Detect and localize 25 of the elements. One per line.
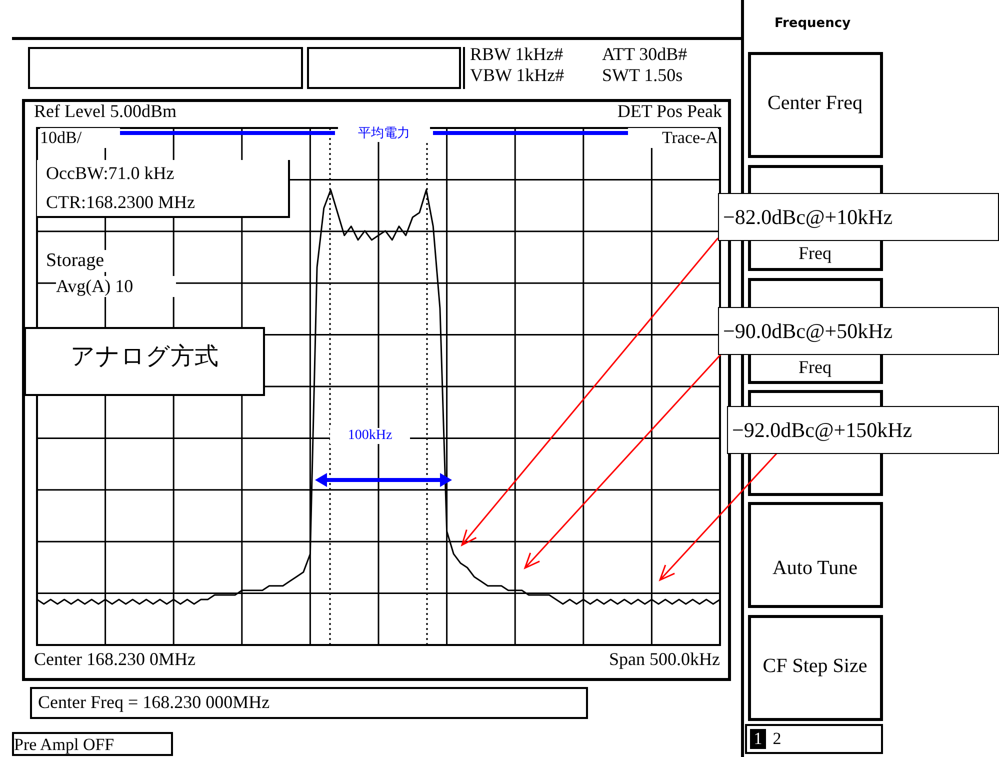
text: Center Freq xyxy=(766,92,864,115)
text: DET Pos Peak xyxy=(616,101,722,122)
text: 1 xyxy=(750,729,766,749)
text: ATT 30dB# xyxy=(602,44,688,65)
text: Span 500.0kHz xyxy=(608,649,720,670)
annotation: 100kHz xyxy=(330,428,410,444)
text: Freq xyxy=(798,243,832,264)
text: Trace-A xyxy=(628,128,718,148)
text: Center Freq = 168.230 000MHz xyxy=(38,692,271,713)
text: Ref Level 5.00dBm xyxy=(34,101,178,122)
text: VBW 1kHz# xyxy=(470,65,566,86)
text: Center 168.230 0MHz xyxy=(34,649,196,670)
annotation: CTR:168.2300 MHz xyxy=(46,192,196,213)
text: CF Step Size xyxy=(762,655,868,678)
text: SWT 1.50s xyxy=(602,65,684,86)
text: 10dB/ xyxy=(40,128,120,148)
annotation: Storage xyxy=(46,250,146,272)
text: OccBW:71.0 kHz xyxy=(46,163,176,184)
annotation: Avg(A) 10 xyxy=(56,276,176,297)
text: 平均電力 xyxy=(338,124,430,142)
text: 2 xyxy=(772,729,782,749)
text: Freq xyxy=(798,357,832,378)
text: Frequency xyxy=(773,16,852,31)
text: RBW 1kHz# xyxy=(470,44,564,65)
text: Auto Tune xyxy=(771,557,859,580)
